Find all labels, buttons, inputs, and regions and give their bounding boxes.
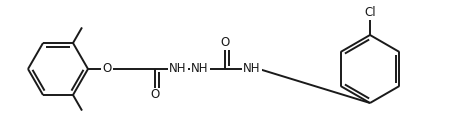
Text: Cl: Cl xyxy=(364,6,376,19)
Text: O: O xyxy=(220,36,230,50)
Text: NH: NH xyxy=(243,63,261,75)
Text: O: O xyxy=(151,88,160,102)
Text: O: O xyxy=(103,63,112,75)
Text: NH: NH xyxy=(191,63,209,75)
Text: NH: NH xyxy=(169,63,187,75)
